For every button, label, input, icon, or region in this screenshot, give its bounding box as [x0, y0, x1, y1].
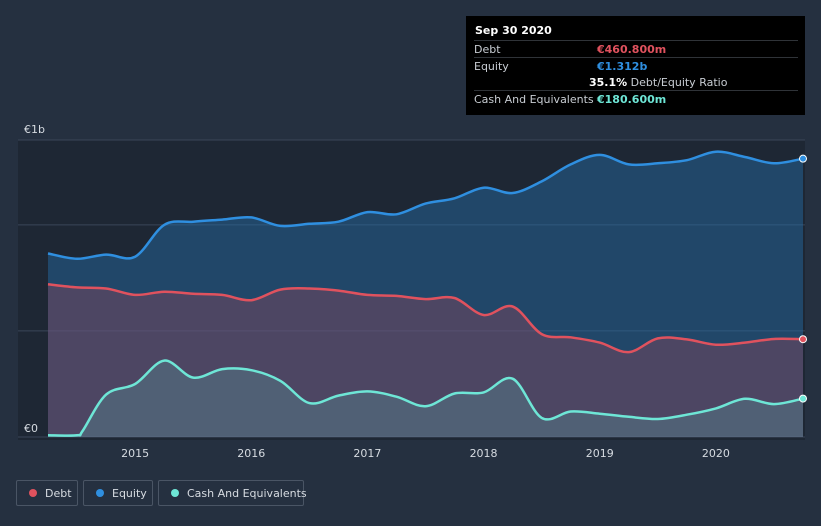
debt-legend-dot-icon: [29, 489, 37, 497]
tooltip-debt-value: €460.800m: [597, 43, 667, 56]
x-tick-label: 2015: [121, 447, 149, 460]
tooltip-date: Sep 30 2020: [475, 24, 552, 37]
tooltip-ratio: 35.1% Debt/Equity Ratio: [589, 76, 727, 89]
equity-legend-dot-icon: [96, 489, 104, 497]
tooltip-equity-label: Equity: [474, 60, 509, 73]
tooltip-cash-value: €180.600m: [597, 93, 667, 106]
grid-lines: [18, 139, 805, 438]
x-tick-label: 2018: [470, 447, 498, 460]
cash-legend-dot-icon: [171, 489, 179, 497]
debt-area: [48, 284, 803, 437]
series-lines: [47, 150, 804, 437]
tooltip-debt-label: Debt: [474, 43, 501, 56]
legend-equity-label: Equity: [112, 487, 147, 500]
legend-cash-label: Cash And Equivalents: [187, 487, 307, 500]
equity-area: [48, 151, 803, 438]
x-axis-labels: 2015 2016 2017 2018 2019 2020: [121, 447, 730, 460]
cash-and-equivalents-area: [48, 360, 803, 437]
cash-and-equivalents-end-marker[interactable]: [799, 394, 807, 403]
legend-debt-label: Debt: [45, 487, 72, 500]
x-tick-label: 2019: [586, 447, 614, 460]
legend-item-equity[interactable]: Equity: [83, 480, 153, 506]
cash-and-equivalents-line: [47, 359, 804, 437]
legend-item-cash[interactable]: Cash And Equivalents: [158, 480, 307, 506]
debt-end-marker[interactable]: [799, 335, 807, 344]
tooltip-equity-row: Equity €1.312b: [474, 57, 798, 75]
x-tick-label: 2016: [237, 447, 265, 460]
tooltip-debt-row: Debt €460.800m: [474, 40, 798, 58]
equity-end-marker[interactable]: [799, 154, 807, 163]
tooltip: Sep 30 2020 Debt €460.800m Equity €1.312…: [466, 16, 805, 115]
legend-item-debt[interactable]: Debt: [16, 480, 78, 506]
y-tick-label: €1b: [24, 123, 45, 136]
tooltip-cash-label: Cash And Equivalents: [474, 93, 594, 106]
end-markers: [799, 154, 807, 403]
equity-line: [47, 150, 804, 261]
y-tick-label: €0: [24, 422, 38, 435]
plot-background: [18, 140, 805, 440]
tooltip-equity-value: €1.312b: [597, 60, 648, 73]
y-axis-labels: €1b €0: [24, 123, 45, 435]
x-tick-label: 2020: [702, 447, 730, 460]
debt-line: [47, 283, 804, 354]
tooltip-cash-row: Cash And Equivalents €180.600m: [474, 90, 798, 108]
tooltip-ratio-value: 35.1%: [589, 76, 628, 89]
series-areas: [48, 151, 803, 438]
tooltip-ratio-label: Debt/Equity Ratio: [630, 76, 728, 89]
x-tick-label: 2017: [353, 447, 381, 460]
